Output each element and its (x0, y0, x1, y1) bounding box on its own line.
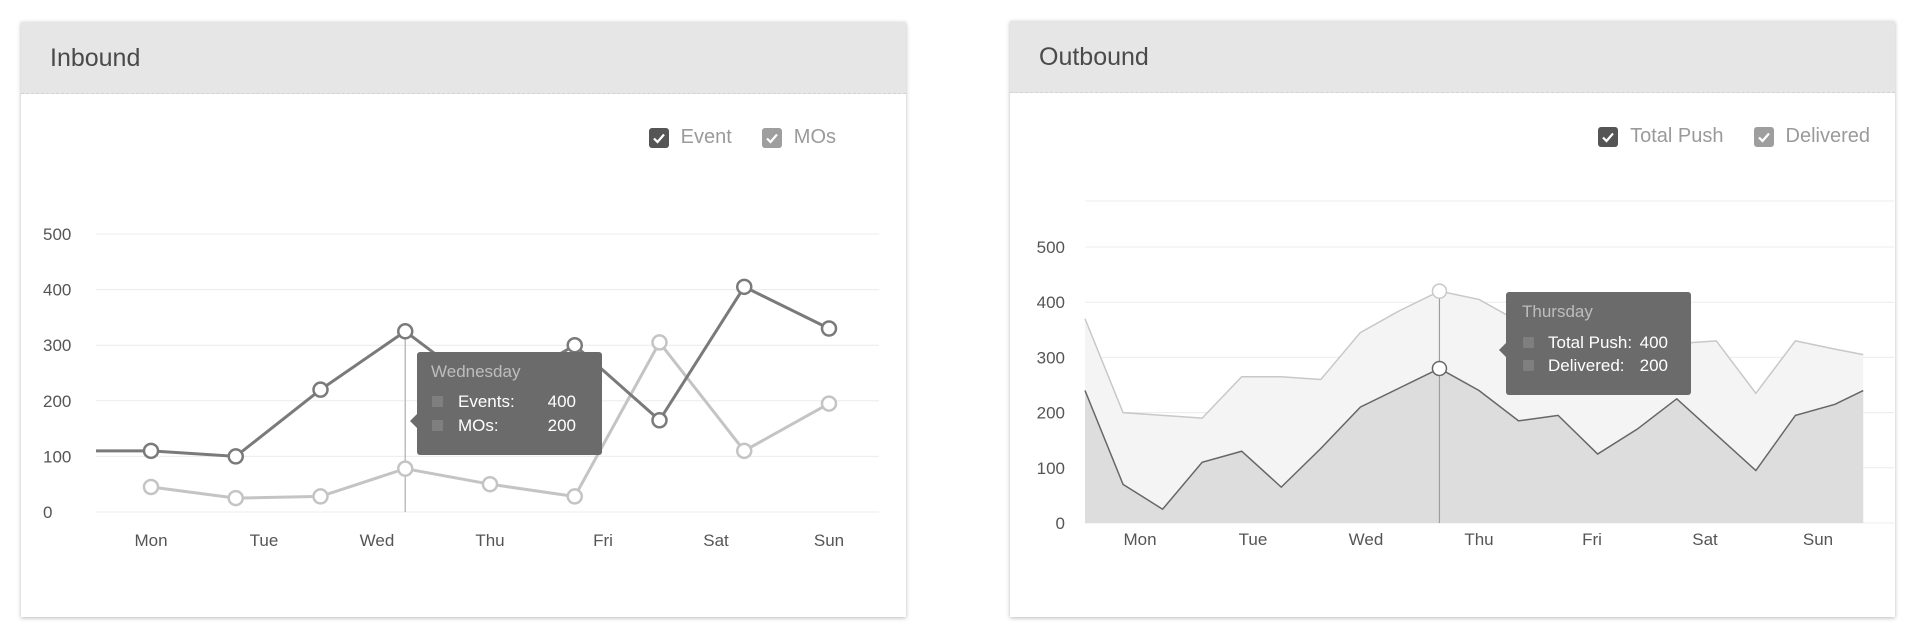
inbound-panel-header: Inbound (21, 22, 906, 94)
y-tick-label: 500 (1037, 238, 1065, 257)
x-tick-label: Sun (1803, 530, 1833, 549)
legend-label-event: Event (680, 126, 732, 148)
outbound-title: Outbound (1039, 43, 1149, 71)
data-point-mos[interactable] (566, 488, 583, 505)
x-tick-label: Thu (1464, 530, 1493, 549)
series-line-delivered (1084, 367, 1864, 511)
tooltip-row-value: 200 (548, 416, 576, 435)
data-point-event[interactable] (820, 320, 838, 337)
y-tick-label: 400 (1037, 293, 1065, 312)
x-tick-label: Tue (250, 531, 279, 550)
checkbox-checked-icon[interactable] (648, 127, 669, 148)
y-tick-label: 400 (43, 281, 71, 300)
data-point-event[interactable] (142, 442, 160, 460)
inbound-title: Inbound (50, 44, 141, 72)
outbound-panel: Outbound Total Push Delivered 0 100 200 300… (1010, 21, 1895, 617)
data-point-mos[interactable] (312, 488, 329, 505)
legend-item-event[interactable]: Event (648, 126, 732, 149)
data-point-mos[interactable] (227, 489, 244, 507)
data-point-mos[interactable] (651, 334, 668, 351)
outbound-panel-header: Outbound (1010, 21, 1895, 93)
tooltip-row-label: Events: (458, 392, 515, 411)
tooltip-title: Wednesday (431, 362, 521, 381)
data-point-event[interactable] (566, 336, 583, 354)
x-tick-label: Fri (593, 531, 613, 550)
x-tick-label: Mon (134, 531, 167, 550)
legend-item-total-push[interactable]: Total Push (1598, 125, 1724, 148)
tooltip-swatch (432, 396, 443, 407)
outbound-chart[interactable]: 0 100 200 300 400 500 Mon Tue Wed Thu Fri Sat Sun Thu… (1010, 21, 1895, 617)
y-tick-label: 100 (1037, 459, 1065, 478)
tooltip-row-value: 400 (1640, 333, 1668, 352)
tooltip-arrow (1499, 343, 1506, 357)
legend-item-delivered[interactable]: Delivered (1753, 125, 1870, 148)
data-point-event[interactable] (227, 448, 244, 465)
data-point-event[interactable] (651, 412, 668, 429)
tooltip-title: Thursday (1522, 302, 1593, 321)
x-tick-label: Fri (1582, 530, 1602, 549)
outbound-tooltip: Thursday Total Push: 400 Delivered: 200 (1499, 292, 1691, 395)
x-tick-label: Sat (703, 531, 729, 550)
tooltip-row-label: Total Push: (1548, 333, 1632, 352)
data-point-mos[interactable] (481, 475, 499, 493)
inbound-legend: Event MOs (648, 126, 836, 149)
data-point-mos[interactable] (820, 395, 838, 412)
y-tick-label: 200 (43, 392, 71, 411)
x-tick-label: Mon (1123, 530, 1156, 549)
legend-label-delivered: Delivered (1785, 125, 1870, 147)
y-tick-label: 500 (43, 225, 71, 244)
tooltip-box (1506, 292, 1691, 395)
x-tick-label: Wed (360, 531, 395, 550)
x-tick-label: Wed (1349, 530, 1384, 549)
series-line-total-push (1084, 290, 1864, 419)
y-tick-label: 200 (1037, 404, 1065, 423)
data-point-mos[interactable] (397, 460, 414, 477)
hover-point-delivered[interactable] (1431, 360, 1448, 377)
tooltip-swatch (432, 420, 443, 431)
tooltip-row-label: MOs: (458, 416, 499, 435)
tooltip-swatch (1523, 360, 1534, 371)
data-point-event[interactable] (736, 278, 753, 296)
x-tick-label: Thu (475, 531, 504, 550)
tooltip-row-value: 400 (548, 392, 576, 411)
legend-label-mos: MOs (793, 126, 836, 148)
outbound-legend: Total Push Delivered (1598, 125, 1870, 148)
legend-label-total-push: Total Push (1630, 125, 1724, 147)
legend-item-mos[interactable]: MOs (761, 126, 836, 149)
tooltip-row-value: 200 (1640, 356, 1668, 375)
hover-point-total-push[interactable] (1431, 283, 1448, 299)
tooltip-swatch (1523, 337, 1534, 348)
inbound-panel: Inbound Event MOs 0 100 200 300 400 500 Mon Tue… (21, 22, 906, 617)
data-point-mos[interactable] (142, 478, 160, 496)
data-point-mos[interactable] (736, 442, 753, 460)
checkbox-checked-icon[interactable] (1598, 126, 1619, 147)
y-tick-label: 100 (43, 447, 71, 466)
y-tick-label: 300 (43, 336, 71, 355)
tooltip-box (417, 352, 602, 455)
series-area-delivered (1085, 368, 1864, 523)
x-tick-label: Sun (814, 531, 844, 550)
tooltip-arrow (410, 414, 417, 428)
x-tick-label: Tue (1239, 530, 1268, 549)
data-point-event[interactable] (312, 381, 329, 398)
x-tick-label: Sat (1692, 530, 1718, 549)
y-tick-label: 300 (1037, 348, 1065, 367)
y-tick-label: 0 (43, 503, 52, 522)
y-tick-label: 0 (1056, 514, 1065, 533)
inbound-chart[interactable]: 0 100 200 300 400 500 Mon Tue Wed Thu Fri Sat Sun Wed… (21, 22, 906, 617)
inbound-tooltip: Wednesday Events: 400 MOs: 200 (410, 352, 602, 455)
checkbox-checked-icon[interactable] (761, 127, 782, 148)
data-point-event[interactable] (397, 323, 414, 340)
tooltip-row-label: Delivered: (1548, 356, 1625, 375)
checkbox-checked-icon[interactable] (1753, 126, 1774, 147)
